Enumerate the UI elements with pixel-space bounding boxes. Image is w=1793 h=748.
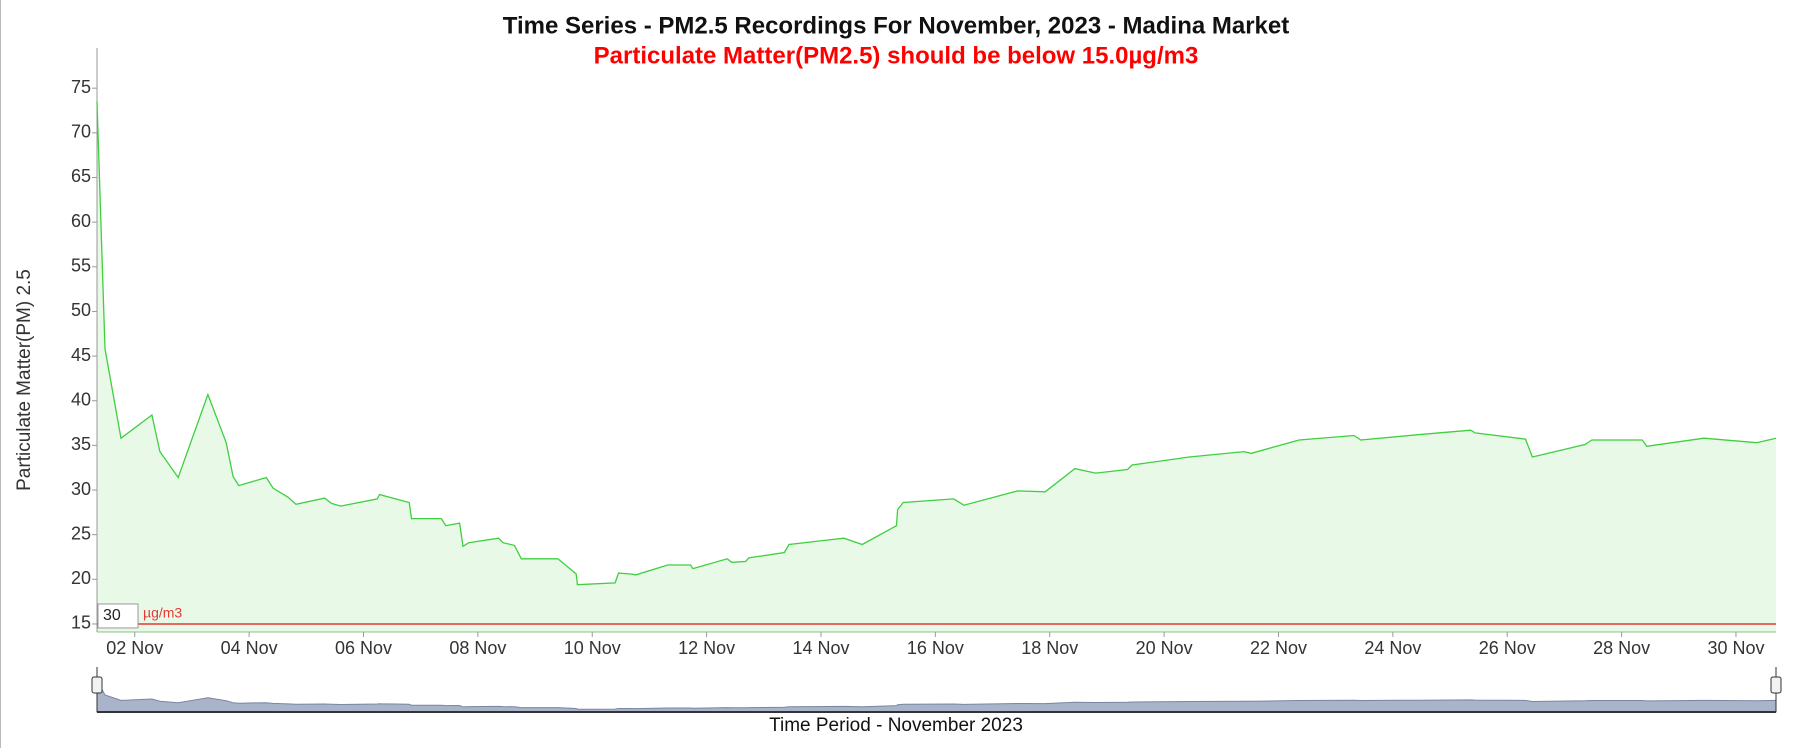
x-tick-label: 18 Nov bbox=[1021, 638, 1078, 658]
x-tick-label: 14 Nov bbox=[792, 638, 849, 658]
x-tick-label: 12 Nov bbox=[678, 638, 735, 658]
x-tick-label: 16 Nov bbox=[907, 638, 964, 658]
y-tick-label: 50 bbox=[71, 300, 91, 320]
x-tick-label: 22 Nov bbox=[1250, 638, 1307, 658]
navigator-area bbox=[96, 679, 1777, 713]
y-tick-label: 15 bbox=[71, 613, 91, 633]
y-tick-label: 40 bbox=[71, 389, 91, 409]
navigator-handle[interactable] bbox=[1770, 676, 1782, 694]
area-fill bbox=[97, 101, 1776, 633]
x-tick-label: 10 Nov bbox=[564, 638, 621, 658]
y-axis-title: Particulate Matter(PM) 2.5 bbox=[14, 269, 35, 491]
navigator-handle[interactable] bbox=[91, 676, 103, 694]
x-tick-label: 24 Nov bbox=[1364, 638, 1421, 658]
y-tick-label: 65 bbox=[71, 166, 91, 186]
y-tick-label: 55 bbox=[71, 256, 91, 276]
y-tick-label: 70 bbox=[71, 122, 91, 142]
x-tick-label: 26 Nov bbox=[1479, 638, 1536, 658]
x-tick-label: 28 Nov bbox=[1593, 638, 1650, 658]
x-axis-title: Time Period - November 2023 bbox=[769, 715, 1023, 736]
x-tick-label: 02 Nov bbox=[106, 638, 163, 658]
threshold-input[interactable] bbox=[97, 603, 139, 629]
threshold-unit: µg/m3 bbox=[143, 605, 182, 621]
y-tick-label: 75 bbox=[71, 77, 91, 97]
chart-title: Time Series - PM2.5 Recordings For Novem… bbox=[503, 12, 1290, 39]
x-tick-label: 20 Nov bbox=[1136, 638, 1193, 658]
y-tick-label: 35 bbox=[71, 434, 91, 454]
x-tick-label: 30 Nov bbox=[1707, 638, 1764, 658]
x-tick-label: 06 Nov bbox=[335, 638, 392, 658]
y-tick-label: 25 bbox=[71, 523, 91, 543]
y-tick-label: 30 bbox=[71, 479, 91, 499]
y-tick-label: 45 bbox=[71, 345, 91, 365]
y-tick-label: 20 bbox=[71, 568, 91, 588]
threshold-input-value: 30 bbox=[103, 607, 121, 624]
chart-subtitle: Particulate Matter(PM2.5) should be belo… bbox=[594, 42, 1199, 69]
x-tick-label: 04 Nov bbox=[221, 638, 278, 658]
x-tick-label: 08 Nov bbox=[449, 638, 506, 658]
series-line bbox=[96, 101, 1777, 586]
y-tick-label: 60 bbox=[71, 211, 91, 231]
